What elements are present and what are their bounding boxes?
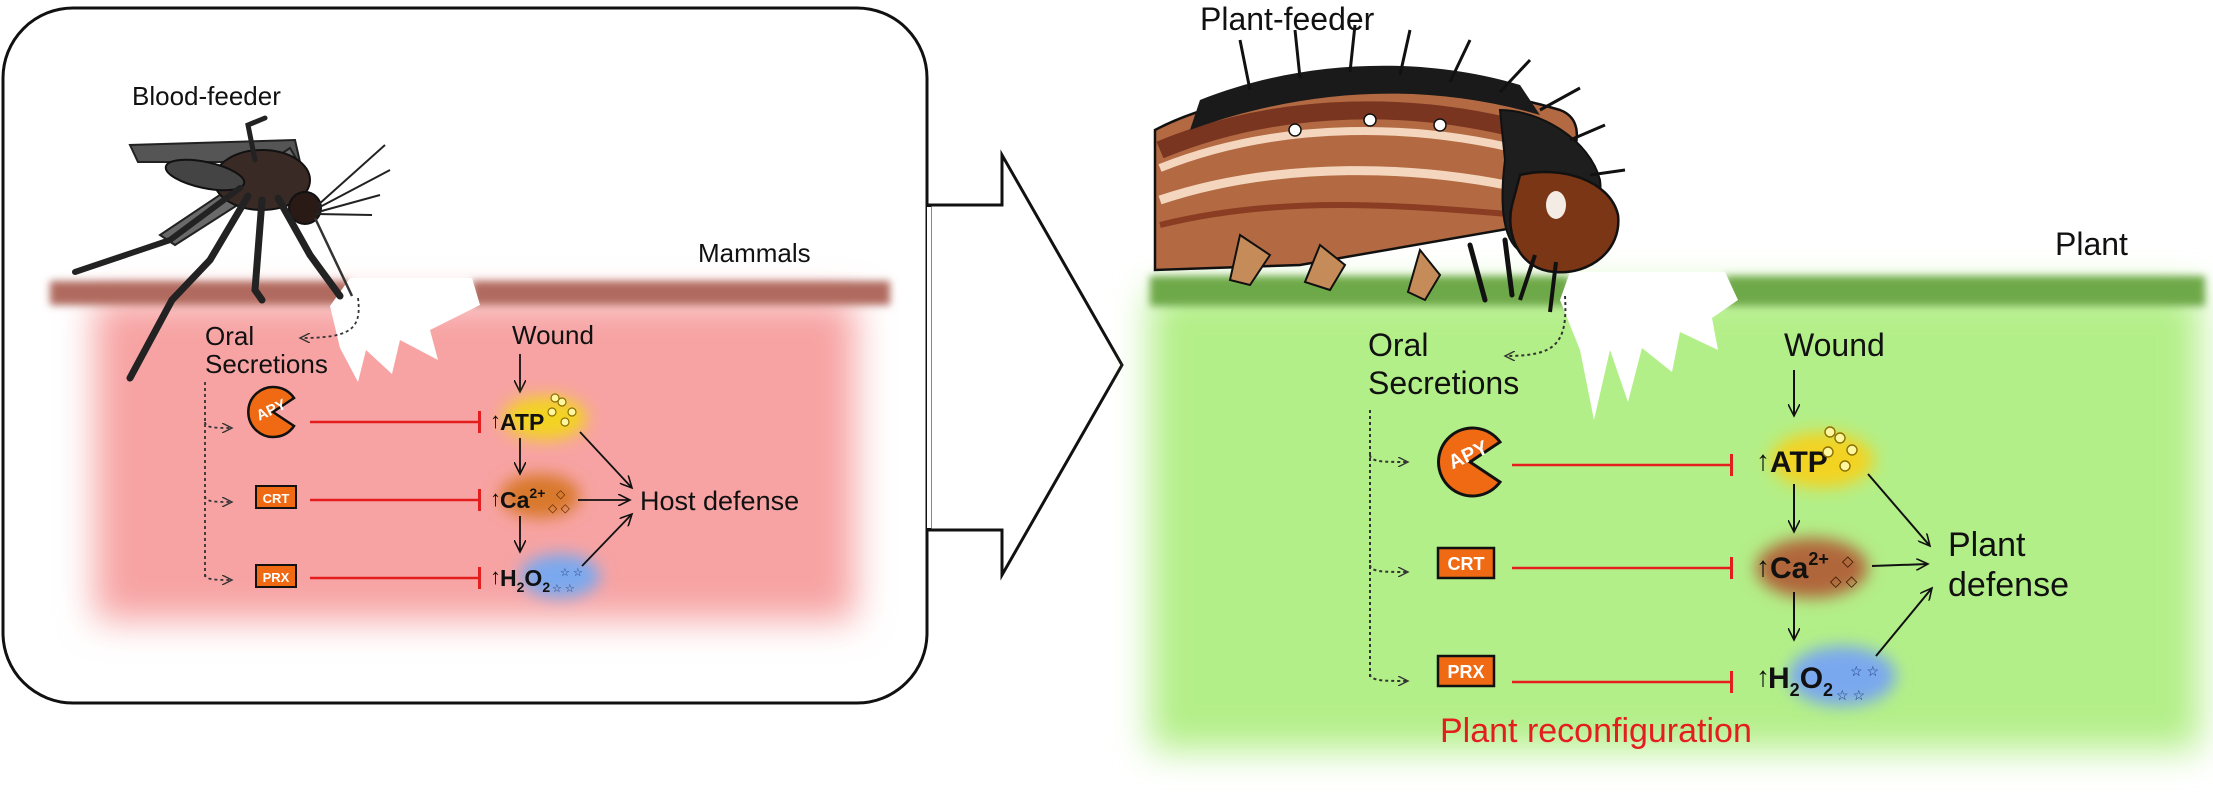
mammals-label: Mammals (698, 238, 811, 268)
h2o2-glow (520, 554, 600, 598)
left-panel: Blood-feeder Mammals Oral Secretions Wou… (1, 6, 929, 705)
apy-enzyme: APY (1437, 426, 1503, 498)
calcium-signal: ↑ Ca2+ ◇ ◇ ◇ (1756, 549, 1858, 590)
svg-text:☆ ☆: ☆ ☆ (560, 567, 583, 579)
ca-to-defense-arrow (1871, 564, 1928, 566)
atp-signal: ↑ ATP (1756, 426, 1858, 479)
svg-text:☆ ☆: ☆ ☆ (1836, 687, 1865, 703)
svg-text:ATP: ATP (1770, 446, 1828, 479)
secretion-branch (204, 495, 232, 502)
prx-protein: PRX (1436, 654, 1496, 688)
plant-leaf-surface (1150, 276, 1570, 306)
atp-glow (503, 396, 587, 440)
svg-text:↑: ↑ (1756, 551, 1770, 582)
svg-text:CRT: CRT (263, 491, 290, 506)
svg-text:◇: ◇ (556, 487, 566, 501)
svg-text:☆ ☆: ☆ ☆ (1850, 663, 1879, 679)
h2o2-signal: ↑ H2O2 ☆ ☆ ☆ ☆ (1756, 661, 1879, 703)
right-panel: Plant-feeder Plant Oral Secretions Wound… (1150, 1, 2205, 750)
plant-feeder-label: Plant-feeder (1200, 1, 1375, 37)
svg-text:◇ ◇: ◇ ◇ (1830, 573, 1858, 590)
secretion-branch (204, 421, 232, 428)
svg-text:↑: ↑ (490, 408, 501, 433)
mammal-skin-surface (472, 281, 890, 305)
plant-defense-label: Plant defense (1948, 526, 2069, 604)
h2o2-to-defense-arrow (581, 514, 632, 567)
oral-secretions-label: Oral Secretions (205, 321, 328, 379)
crt-protein: CRT (255, 485, 297, 509)
oral-secretions-label: Oral Secretions (1368, 327, 1519, 401)
plant-leaf-surface (1725, 276, 2205, 306)
host-defense-label: Host defense (640, 486, 799, 516)
wound-gap (1560, 272, 1738, 420)
svg-text:☆ ☆: ☆ ☆ (552, 583, 575, 595)
secretion-branch (204, 573, 232, 580)
svg-text:↑: ↑ (490, 486, 501, 511)
h2o2-signal: ↑ H2O2 ☆ ☆ ☆ ☆ (490, 564, 583, 595)
blood-feeder-label: Blood-feeder (132, 81, 281, 111)
svg-text:◇: ◇ (1842, 553, 1854, 570)
crt-protein: CRT (1436, 546, 1496, 580)
secretion-branch (1369, 454, 1408, 462)
mosquito-illustration (72, 115, 391, 382)
plant-reconfiguration-caption: Plant reconfiguration (1440, 712, 1752, 750)
svg-text:H2O2: H2O2 (1768, 662, 1833, 700)
svg-text:◇ ◇: ◇ ◇ (548, 501, 571, 515)
svg-text:PRX: PRX (1447, 662, 1484, 682)
secretion-branch (1369, 564, 1408, 572)
apy-enzyme: APY (247, 385, 296, 439)
prx-protein: PRX (255, 564, 297, 588)
wound-gap (330, 278, 480, 382)
h2o2-glow (1788, 646, 1896, 706)
wound-label: Wound (1784, 327, 1885, 363)
svg-text:Ca2+: Ca2+ (500, 485, 545, 513)
mammal-skin-surface (50, 281, 350, 305)
transition-arrow (928, 149, 1124, 581)
svg-text:ATP: ATP (500, 409, 544, 435)
svg-text:CRT: CRT (1448, 554, 1485, 574)
calcium-signal: ↑ Ca2+ ◇ ◇ ◇ (490, 485, 571, 515)
atp-to-defense-arrow (1867, 473, 1930, 546)
svg-text:↑: ↑ (1756, 445, 1770, 476)
ca-glow (1756, 538, 1868, 598)
mammal-tissue (95, 300, 855, 620)
secretion-branch (1369, 673, 1408, 681)
svg-text:↑: ↑ (490, 564, 501, 589)
plant-label: Plant (2055, 226, 2128, 262)
svg-text:↑: ↑ (1756, 661, 1770, 692)
svg-text:H2O2: H2O2 (500, 565, 550, 595)
saliva-flow (1505, 295, 1567, 356)
atp-to-defense-arrow (579, 431, 632, 488)
plant-tissue (1150, 290, 2200, 750)
saliva-flow (300, 297, 360, 338)
svg-text:PRX: PRX (263, 570, 290, 585)
h2o2-to-defense-arrow (1875, 588, 1932, 657)
ca-glow (500, 474, 580, 518)
caterpillar-illustration (1153, 24, 1626, 313)
svg-text:Ca2+: Ca2+ (1770, 549, 1829, 585)
wound-label: Wound (512, 320, 594, 350)
atp-signal: ↑ ATP (490, 393, 577, 435)
